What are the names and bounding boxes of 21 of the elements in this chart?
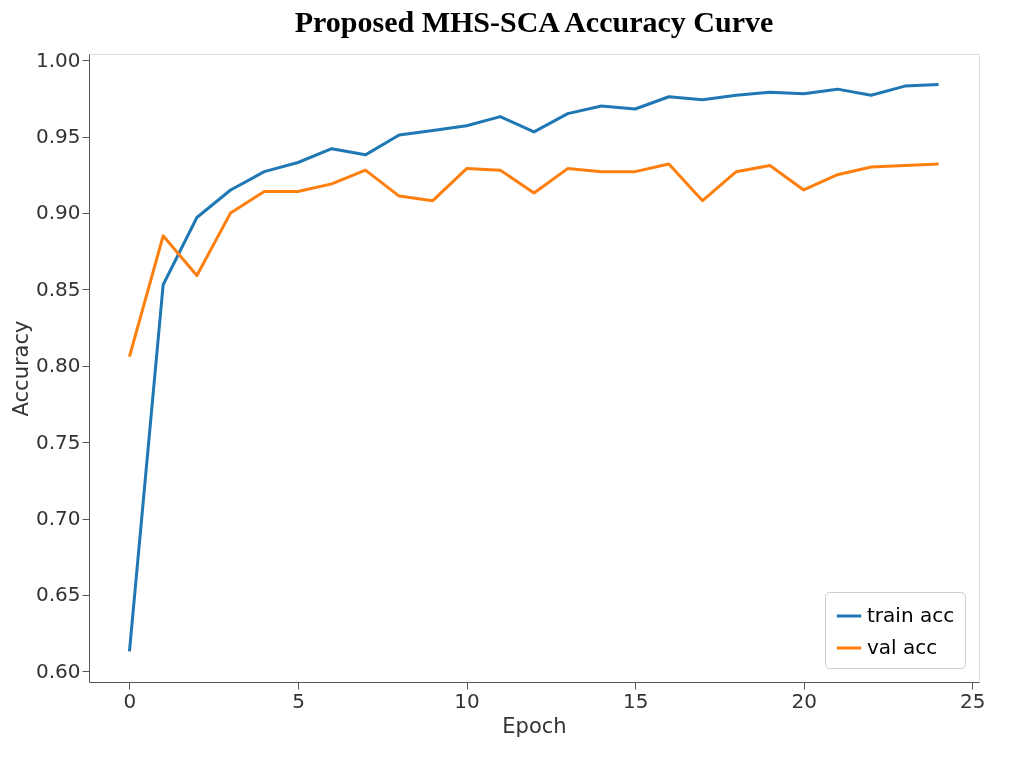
- x-tick-label: 15: [622, 688, 649, 713]
- y-tick-label: 0.85: [35, 276, 81, 301]
- y-tick-label: 0.65: [35, 582, 81, 607]
- x-tick-label: 5: [292, 688, 305, 713]
- y-tick-label: 1.00: [35, 47, 81, 72]
- y-axis-title: Accuracy: [8, 320, 33, 417]
- x-tick-label: 20: [791, 688, 817, 713]
- legend-label: train acc: [867, 603, 955, 627]
- line-series: [127, 162, 941, 359]
- y-tick-label: 0.60: [35, 658, 81, 683]
- y-tick-label: 0.80: [35, 353, 81, 378]
- x-axis-title: Epoch: [502, 713, 567, 738]
- y-tick-label: 0.70: [35, 506, 81, 531]
- legend-label: val acc: [867, 635, 938, 659]
- x-tick-label: 0: [123, 688, 137, 713]
- chart-title: Proposed MHS-SCA Accuracy Curve: [294, 5, 774, 39]
- x-tick-label: 10: [454, 688, 480, 713]
- y-tick-label: 0.75: [35, 429, 81, 454]
- y-tick-label: 0.90: [35, 200, 81, 225]
- x-tick-label: 25: [960, 688, 986, 713]
- y-tick-label: 0.95: [35, 124, 81, 149]
